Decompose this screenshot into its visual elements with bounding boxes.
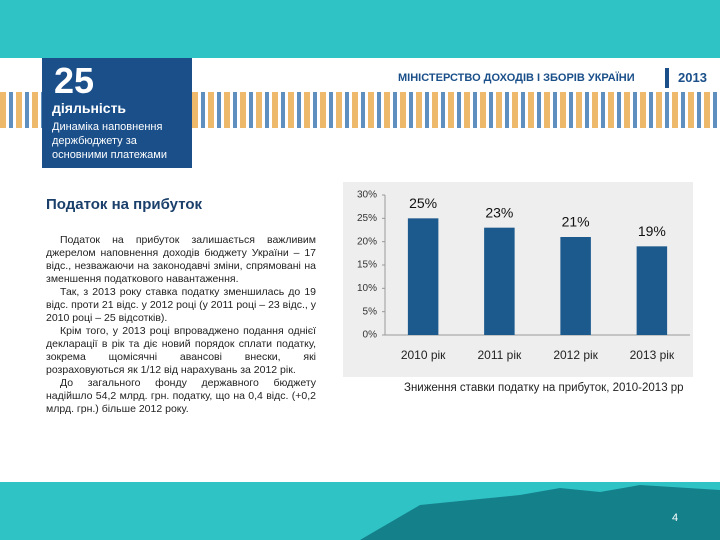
section-name: діяльність <box>52 100 127 116</box>
value-label: 19% <box>638 223 666 239</box>
page-number: 4 <box>672 512 678 524</box>
y-tick-label: 25% <box>357 213 377 224</box>
mountains <box>360 485 720 540</box>
ministry: МІНІСТЕРСТВО ДОХОДІВ І ЗБОРІВ УКРАЇНИ <box>398 72 635 84</box>
x-tick-label: 2012 рік <box>553 348 598 362</box>
paragraph: До загального фонду державного бюджету н… <box>46 377 316 415</box>
bar <box>484 227 515 335</box>
y-tick-label: 15% <box>357 260 377 271</box>
y-tick-label: 20% <box>357 236 377 247</box>
title: Податок на прибуток <box>46 196 203 213</box>
paragraph: Податок на прибуток залишається важливим… <box>46 234 316 285</box>
paragraph: Так, з 2013 року ставка податку зменшила… <box>46 286 316 324</box>
value-label: 23% <box>485 204 513 220</box>
chart-caption: Зниження ставки податку на прибуток, 201… <box>404 382 684 394</box>
bar <box>636 246 668 335</box>
paragraph: Крім того, у 2013 році впроваджено подан… <box>46 325 316 376</box>
value-label: 25% <box>409 195 437 211</box>
value-label: 21% <box>562 214 590 230</box>
section-subtitle: Динаміка наповнення держбюджету за основ… <box>52 121 167 161</box>
divider <box>665 68 669 88</box>
year: 2013 <box>678 70 707 85</box>
bar <box>407 218 439 335</box>
x-tick-label: 2011 рік <box>478 348 522 362</box>
x-tick-label: 2013 рік <box>630 348 675 362</box>
x-tick-label: 2010 рік <box>401 348 446 362</box>
section-number: 25 <box>54 60 95 101</box>
y-tick-label: 30% <box>357 190 377 201</box>
y-tick-label: 5% <box>363 306 378 317</box>
section-box: 25 діяльність Динаміка наповнення держбю… <box>42 58 192 168</box>
body: Податок на прибуток залишається важливим… <box>46 234 316 416</box>
y-tick-label: 10% <box>357 283 377 294</box>
bar <box>560 237 591 335</box>
chart-bg <box>343 182 693 377</box>
y-tick-label: 0% <box>363 330 378 341</box>
top-band <box>0 0 720 58</box>
